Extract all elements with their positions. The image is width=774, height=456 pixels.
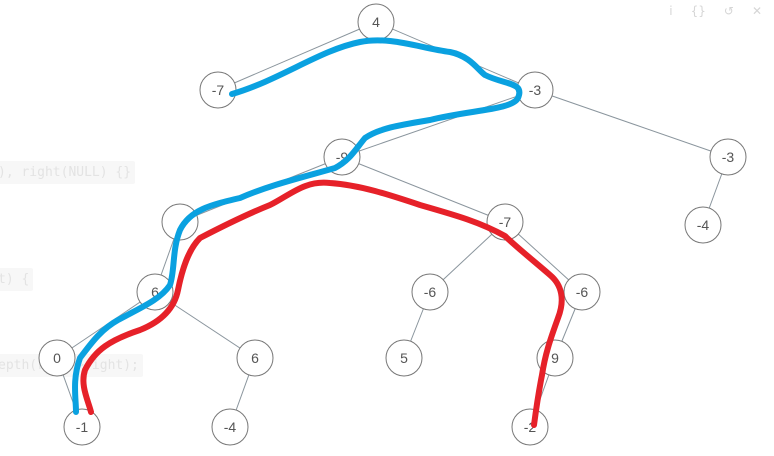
node-label: 0 (53, 350, 61, 366)
tree-node[interactable]: 5 (385, 339, 423, 377)
blue-path-stroke (72, 37, 523, 415)
tree-node[interactable]: 6 (136, 273, 174, 311)
close-icon[interactable]: ✕ (751, 4, 762, 18)
node-circle (709, 138, 747, 176)
node-circle (211, 408, 249, 446)
tree-node[interactable]: 4 (357, 3, 395, 41)
node-circle (511, 408, 549, 446)
node-label: 4 (372, 14, 380, 30)
highlight-paths (72, 37, 565, 428)
node-circle (136, 273, 174, 311)
tree-node[interactable]: -6 (563, 273, 601, 311)
node-label: -7 (499, 214, 512, 230)
reset-icon[interactable]: ↺ (723, 4, 734, 18)
background-code-line: t) { (0, 268, 34, 291)
node-label: -3 (529, 82, 542, 98)
node-label: -4 (697, 217, 710, 233)
tree-edge (341, 89, 536, 158)
tree-edge (217, 21, 377, 91)
tree-node[interactable]: -6 (411, 273, 449, 311)
node-circle (385, 339, 423, 377)
tree-node[interactable]: -7 (199, 71, 237, 109)
tree-node[interactable]: -3 (516, 71, 554, 109)
node-label: 6 (151, 284, 159, 300)
node-label: -1 (76, 419, 89, 435)
node-label: 5 (400, 350, 408, 366)
tree-edge (534, 89, 729, 158)
node-label: -3 (722, 149, 735, 165)
tree-node[interactable]: -1 (63, 408, 101, 446)
node-label: 9 (551, 350, 559, 366)
tree-node[interactable]: -3 (709, 138, 747, 176)
node-circle (63, 408, 101, 446)
toolbar: i {} ↺ ✕ (669, 4, 762, 18)
background-code-line: ), right(NULL) {} (0, 161, 136, 184)
node-circle (411, 273, 449, 311)
tree-edge (341, 156, 506, 223)
node-label: -4 (224, 419, 237, 435)
info-icon[interactable]: i (669, 4, 673, 18)
node-circle (684, 206, 722, 244)
node-label: -7 (212, 82, 225, 98)
tree-node[interactable]: -4 (684, 206, 722, 244)
node-label: 6 (251, 350, 259, 366)
node-label: -6 (576, 284, 589, 300)
tree-node[interactable]: 6 (236, 339, 274, 377)
tree-node[interactable]: -2 (511, 408, 549, 446)
node-label: -6 (424, 284, 437, 300)
node-circle (236, 339, 274, 377)
tree-nodes: 4-7 -3-9 -3-4-76 -6 -60 6 5 9-1 -4 -2 (38, 3, 747, 446)
braces-icon[interactable]: {} (690, 4, 706, 18)
tree-node[interactable]: 0 (38, 339, 76, 377)
node-circle (38, 339, 76, 377)
node-circle (563, 273, 601, 311)
tree-node[interactable]: -4 (211, 408, 249, 446)
red-path-stroke (80, 179, 565, 428)
